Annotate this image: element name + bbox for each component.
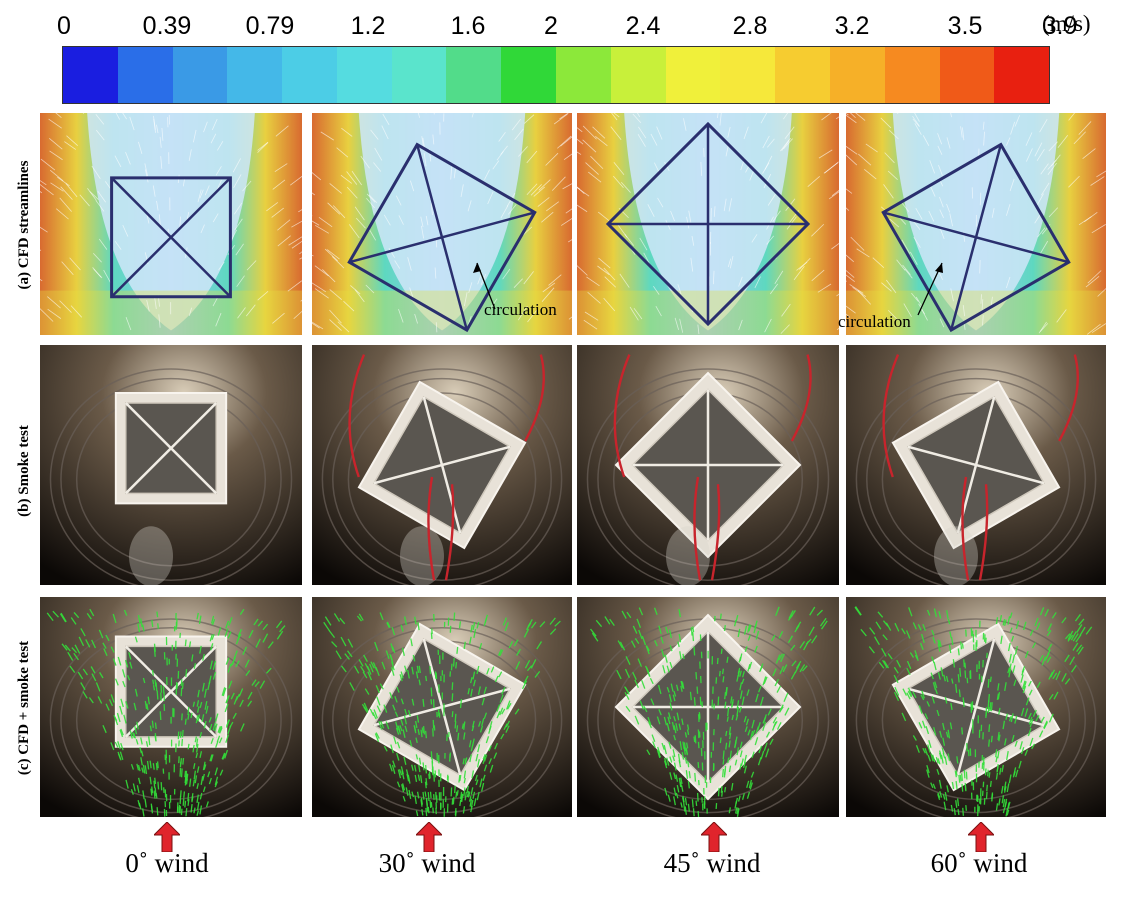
wind-arrow-icon [152, 821, 182, 853]
colorbar-labels: 0 0.39 0.79 1.2 1.6 2 2.4 2.8 3.2 3.5 3.… [40, 4, 1078, 44]
wind-label-30deg: 30˚ wind [378, 848, 476, 878]
colorbar-segment [610, 47, 666, 103]
combo-panel-0deg [40, 597, 302, 817]
colorbar-segment [994, 47, 1050, 103]
colorbar-segment [227, 47, 283, 103]
colorbar-tick: 3.5 [947, 12, 983, 40]
circulation-label-60deg: circulation [838, 312, 911, 331]
colorbar-segment [501, 47, 557, 103]
cfd-panel-30deg [312, 113, 572, 335]
wind-arrow-icon [699, 821, 729, 853]
colorbar-tick: 1.2 [350, 12, 386, 40]
colorbar-segment [884, 47, 940, 103]
wind-label-60deg: 60˚ wind [930, 848, 1028, 878]
colorbar-unit: (m/s) [1042, 11, 1091, 36]
colorbar-tick: 0 [57, 12, 71, 40]
colorbar-segment [391, 47, 447, 103]
colorbar-segment [720, 47, 776, 103]
colorbar-tick: 3.9 [1042, 12, 1078, 40]
colorbar-tick: 1.6 [450, 12, 486, 40]
colorbar-tick: 0.39 [142, 12, 192, 40]
smoke-panel-30deg [312, 345, 572, 585]
circulation-label-30deg: circulation [484, 300, 557, 319]
colorbar-tick: 2.8 [732, 12, 768, 40]
colorbar-segment [665, 47, 721, 103]
colorbar-tick: 2.4 [625, 12, 661, 40]
combo-panel-30deg [312, 597, 572, 817]
combo-panel-60deg [846, 597, 1106, 817]
colorbar-segment [172, 47, 228, 103]
colorbar-segment [336, 47, 392, 103]
cfd-panel-45deg [577, 113, 839, 335]
colorbar-tick: 0.79 [245, 12, 295, 40]
row-label-cfd-smoke-test: (c) CFD + smoke test [16, 640, 32, 776]
colorbar-tick: 2 [544, 12, 558, 40]
cfd-panel-0deg [40, 113, 302, 335]
colorbar-segment [775, 47, 830, 103]
row-label-smoke-test: (b) Smoke test [16, 425, 32, 517]
row-label-cfd-streamlines: (a) CFD streamlines [16, 160, 32, 290]
velocity-colorbar [62, 46, 1050, 104]
wind-arrow-icon [966, 821, 996, 853]
cfd-panel-60deg [846, 113, 1106, 335]
colorbar-segment [556, 47, 611, 103]
colorbar-segment [446, 47, 502, 103]
colorbar-tick: 3.2 [834, 12, 870, 40]
wind-arrow-icon [414, 821, 444, 853]
colorbar-segment [117, 47, 173, 103]
wind-label-0deg: 0˚ wind [125, 848, 209, 878]
colorbar-segment [282, 47, 337, 103]
smoke-panel-60deg [846, 345, 1106, 585]
smoke-panel-45deg [577, 345, 839, 585]
colorbar-segment [939, 47, 995, 103]
colorbar-segment [63, 47, 118, 103]
smoke-panel-0deg [40, 345, 302, 585]
wind-label-45deg: 45˚ wind [663, 848, 761, 878]
combo-panel-45deg [577, 597, 839, 817]
colorbar-segment [829, 47, 885, 103]
